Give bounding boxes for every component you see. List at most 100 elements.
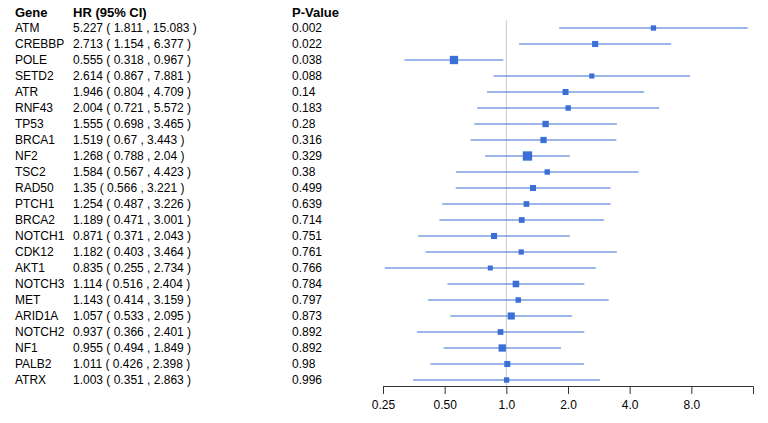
column-header: HR (95% CI) (73, 5, 147, 20)
gene-label: CDK12 (15, 245, 54, 259)
tick-mark (691, 386, 692, 394)
p-value: 0.766 (292, 261, 322, 275)
tick-label: 0.25 (372, 398, 396, 412)
tick-label: 8.0 (683, 398, 700, 412)
gene-label: ATR (15, 85, 38, 99)
hr-marker (523, 151, 532, 160)
hr-marker (498, 329, 504, 335)
hr-label: 1.182 ( 0.403 , 3.464 ) (73, 245, 191, 259)
hr-marker (589, 73, 594, 78)
tick-mark (568, 386, 569, 394)
hr-marker (540, 137, 546, 143)
hr-label: 1.254 ( 0.487 , 3.226 ) (73, 197, 191, 211)
p-value: 0.183 (292, 101, 322, 115)
p-value: 0.022 (292, 37, 322, 51)
tick-label: 0.50 (433, 398, 457, 412)
reference-line (506, 20, 507, 386)
hr-marker (524, 201, 530, 207)
gene-label: TSC2 (15, 165, 46, 179)
tick-mark (506, 386, 507, 394)
hr-label: 2.614 ( 0.867 , 7.881 ) (73, 69, 191, 83)
tick: 8.0 (683, 386, 700, 412)
chart: Gene HR (95% CI) P-Value ATM 5.227 ( 1.811 ,… (0, 0, 768, 423)
hr-marker (516, 297, 521, 302)
hr-label: 1.946 ( 0.804 , 4.709 ) (73, 85, 191, 99)
gene-label: BRCA1 (15, 133, 55, 147)
p-value: 0.892 (292, 341, 322, 355)
hr-marker (592, 41, 598, 47)
p-value: 0.98 (292, 357, 316, 371)
hr-marker (545, 169, 550, 174)
gene-label: MET (15, 293, 41, 307)
tick-mark (630, 386, 631, 394)
hr-label: 1.584 ( 0.567 , 4.423 ) (73, 165, 191, 179)
hr-label: 0.871 ( 0.371 , 2.043 ) (73, 229, 191, 243)
hr-label: 1.011 ( 0.426 , 2.398 ) (73, 357, 190, 371)
gene-label: ATRX (15, 373, 46, 387)
column-header: Gene (15, 5, 48, 20)
hr-label: 1.555 ( 0.698 , 3.465 ) (73, 117, 191, 131)
p-value: 0.873 (292, 309, 322, 323)
gene-label: NOTCH2 (15, 325, 65, 339)
tick-label: 4.0 (622, 398, 639, 412)
hr-marker (519, 217, 525, 223)
hr-marker (651, 25, 656, 30)
gene-label: AKT1 (15, 261, 45, 275)
p-value: 0.639 (292, 197, 322, 211)
hr-marker (530, 185, 536, 191)
hr-label: 2.004 ( 0.721 , 5.572 ) (73, 101, 191, 115)
tick: 4.0 (622, 386, 639, 412)
tick-label: 1.0 (498, 398, 515, 412)
p-value: 0.038 (292, 53, 322, 67)
gene-label: RAD50 (15, 181, 54, 195)
hr-label: 1.35 ( 0.566 , 3.221 ) (73, 181, 184, 195)
hr-label: 0.955 ( 0.494 , 1.849 ) (73, 341, 191, 355)
hr-label: 1.189 ( 0.471 , 3.001 ) (73, 213, 191, 227)
hr-label: 1.143 ( 0.414 , 3.159 ) (73, 293, 191, 307)
gene-label: PALB2 (15, 357, 52, 371)
gene-label: ARID1A (15, 309, 58, 323)
column-header: P-Value (292, 5, 339, 20)
gene-label: RNF43 (15, 101, 53, 115)
hr-label: 1.114 ( 0.516 , 2.404 ) (73, 277, 190, 291)
p-value: 0.714 (292, 213, 322, 227)
gene-label: NF1 (15, 341, 38, 355)
gene-label: NOTCH3 (15, 277, 65, 291)
hr-marker (499, 344, 506, 351)
axis-line (384, 387, 754, 395)
p-value: 0.784 (292, 277, 322, 291)
hr-marker (513, 281, 520, 288)
gene-label: NOTCH1 (15, 229, 65, 243)
p-value: 0.761 (292, 245, 322, 259)
p-value: 0.316 (292, 133, 322, 147)
hr-label: 1.268 ( 0.788 , 2.04 ) (73, 149, 184, 163)
hr-marker (488, 266, 493, 271)
gene-label: ATM (15, 21, 39, 35)
hr-marker (565, 105, 570, 110)
tick: 0.50 (433, 386, 457, 412)
hr-marker (508, 312, 515, 319)
hr-marker (491, 233, 497, 239)
x-axis: 0.25 0.50 1.0 2.0 4.0 8.0 (372, 386, 754, 412)
gene-label: SETD2 (15, 69, 54, 83)
p-value: 0.002 (292, 21, 322, 35)
hr-label: 0.937 ( 0.366 , 2.401 ) (73, 325, 191, 339)
hr-marker (450, 56, 458, 64)
p-value: 0.329 (292, 149, 322, 163)
p-value: 0.28 (292, 117, 316, 131)
hr-label: 2.713 ( 1.154 , 6.377 ) (73, 37, 191, 51)
hr-label: 1.057 ( 0.533 , 2.095 ) (73, 309, 191, 323)
tick-mark (383, 386, 384, 394)
tick-mark (445, 386, 446, 394)
gene-label: PTCH1 (15, 197, 55, 211)
plot-area (385, 20, 748, 386)
hr-label: 5.227 ( 1.811 , 15.083 ) (73, 21, 197, 35)
hr-marker (504, 377, 509, 382)
p-value: 0.797 (292, 293, 322, 307)
tick: 2.0 (560, 386, 577, 412)
p-value: 0.38 (292, 165, 316, 179)
hr-label: 1.003 ( 0.351 , 2.863 ) (73, 373, 191, 387)
tick-label: 2.0 (560, 398, 577, 412)
p-value: 0.088 (292, 69, 322, 83)
hr-marker (519, 249, 524, 254)
